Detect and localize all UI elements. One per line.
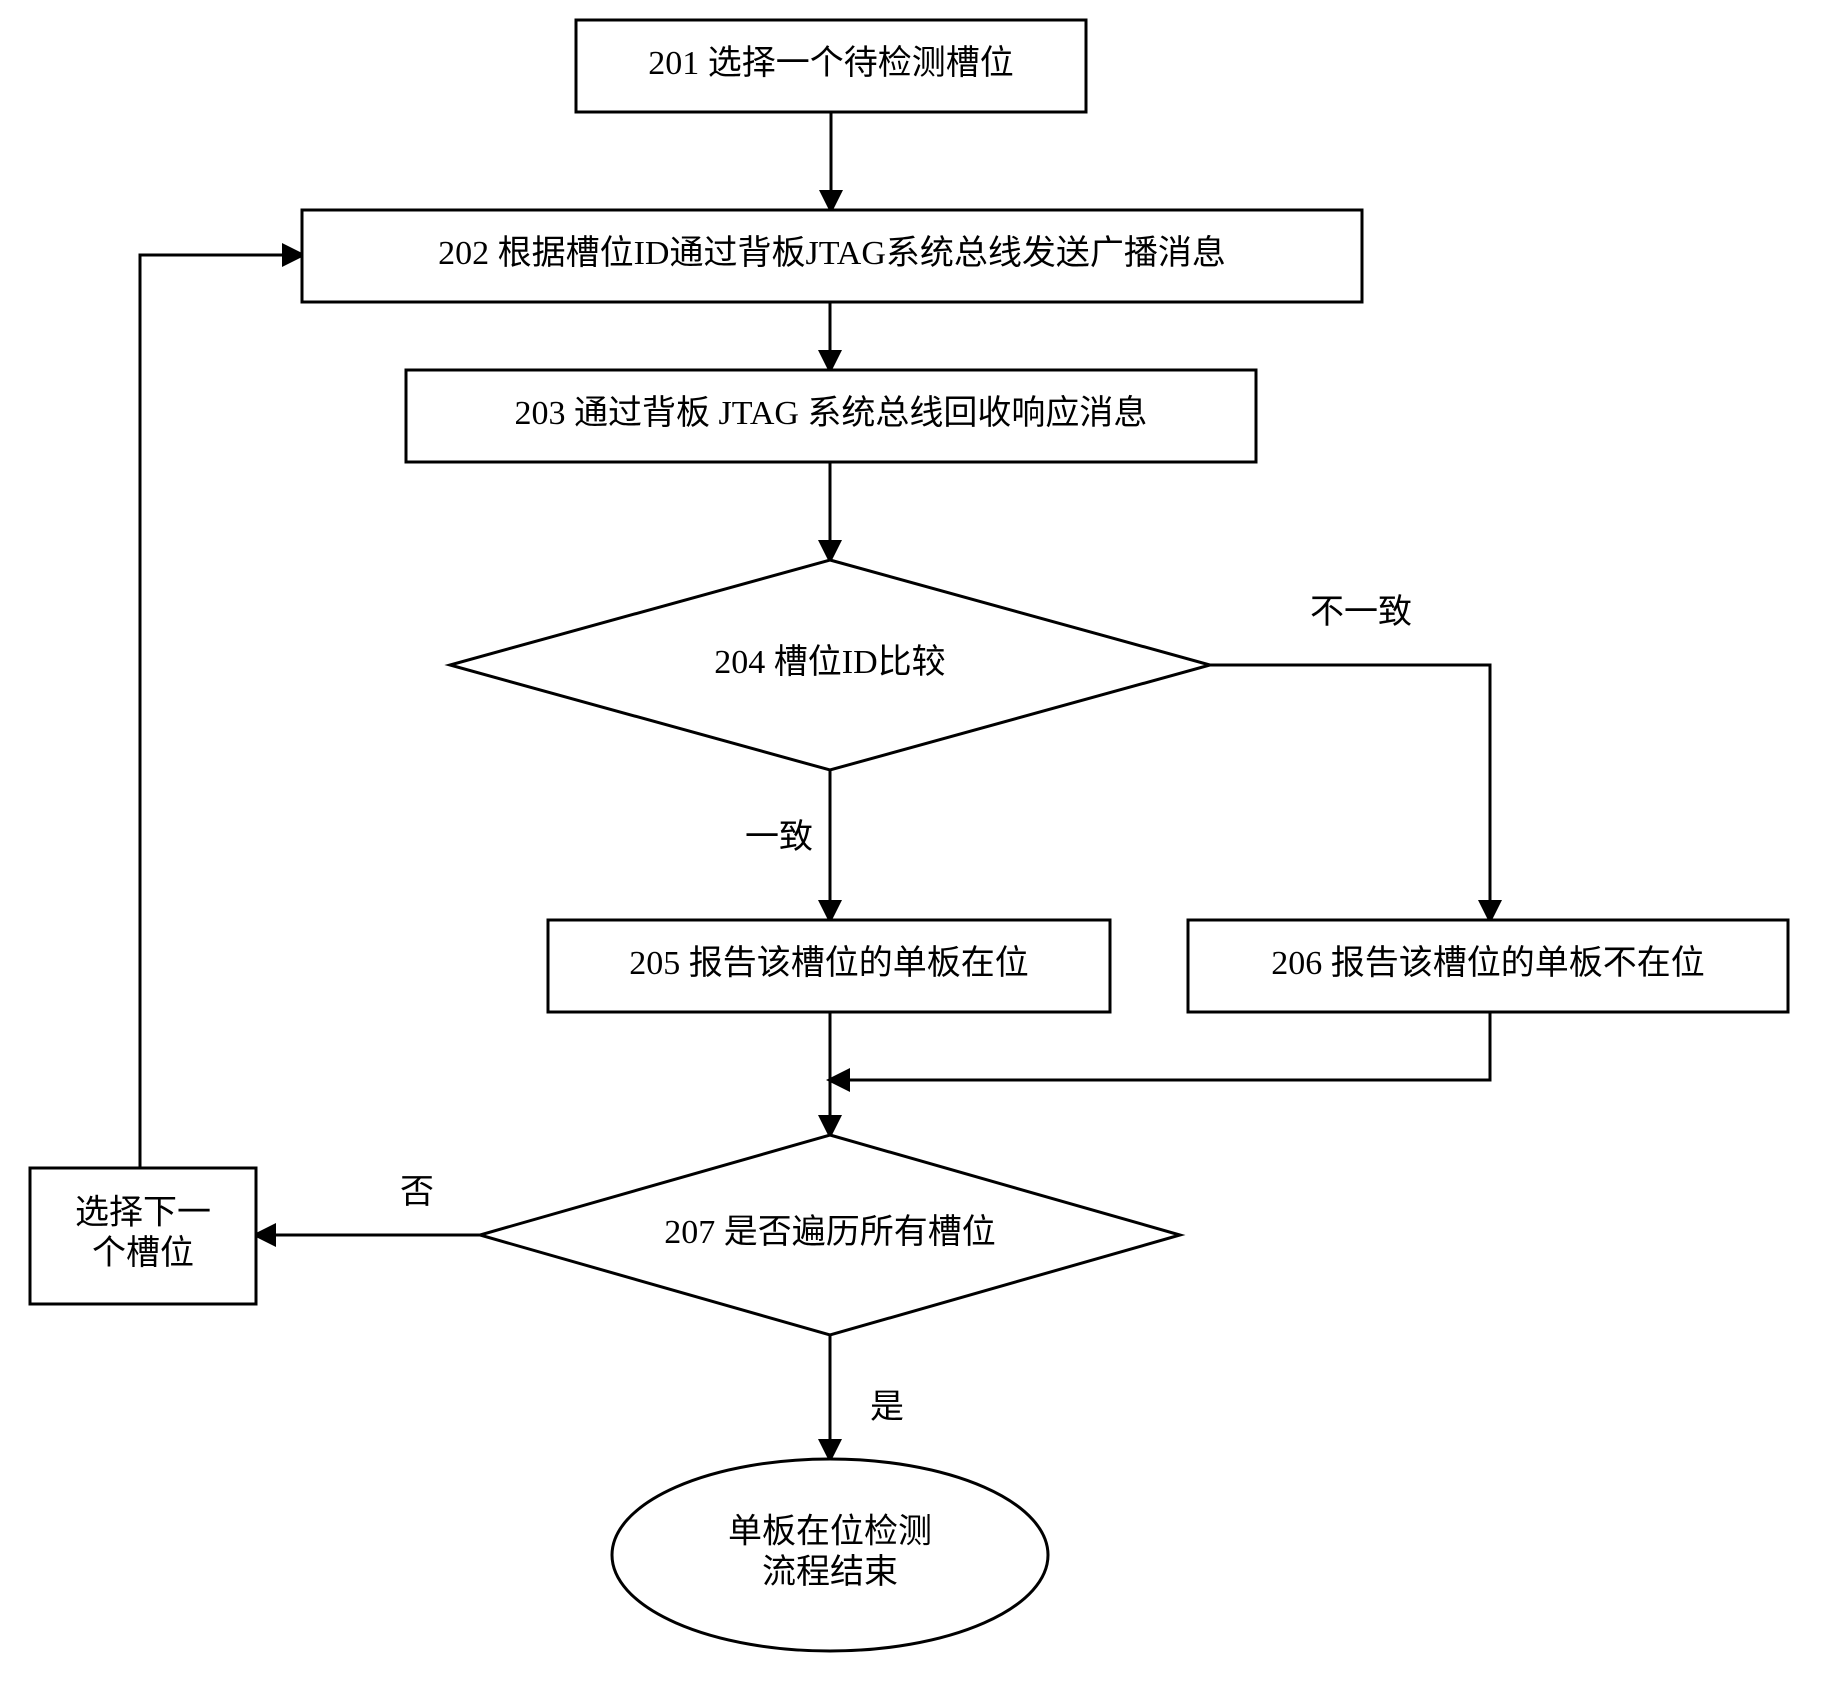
edge-6 xyxy=(830,1012,1490,1080)
node-nloop-label-0: 选择下一 xyxy=(75,1193,211,1231)
edge-9 xyxy=(140,255,302,1168)
node-n201-label: 201 选择一个待检测槽位 xyxy=(648,44,1014,82)
edge-label-8: 否 xyxy=(400,1174,434,1211)
node-nloop-label-1: 个槽位 xyxy=(92,1234,194,1272)
node-n206-label: 206 报告该槽位的单板不在位 xyxy=(1271,944,1705,982)
node-n203-label: 203 通过背板 JTAG 系统总线回收响应消息 xyxy=(515,394,1148,432)
node-n202-label: 202 根据槽位ID通过背板JTAG系统总线发送广播消息 xyxy=(438,234,1226,272)
edge-label-4: 不一致 xyxy=(1310,593,1412,631)
node-n204-label: 204 槽位ID比较 xyxy=(714,643,945,681)
edge-label-3: 一致 xyxy=(745,818,813,856)
edge-label-7: 是 xyxy=(870,1389,904,1426)
node-nend-label-0: 单板在位检测 xyxy=(728,1512,932,1550)
edge-4 xyxy=(1210,665,1490,920)
node-nend-label-1: 流程结束 xyxy=(762,1553,898,1591)
node-n205-label: 205 报告该槽位的单板在位 xyxy=(629,944,1029,982)
node-n207-label: 207 是否遍历所有槽位 xyxy=(664,1213,996,1251)
